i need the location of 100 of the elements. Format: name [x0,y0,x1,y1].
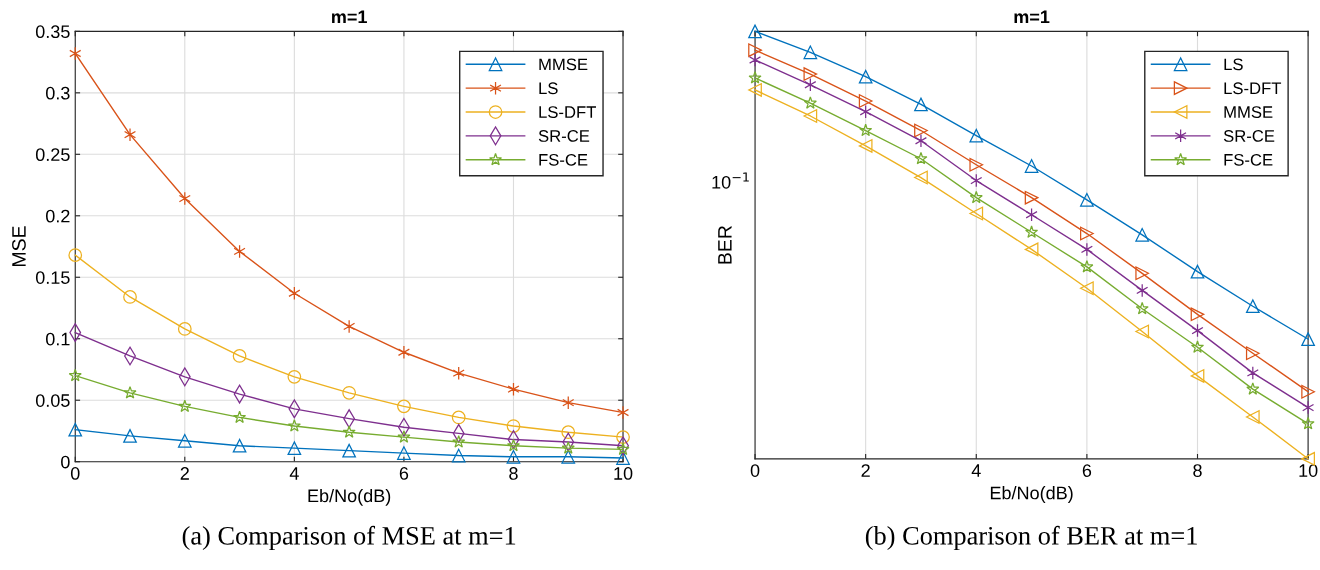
point [562,395,575,410]
point [803,67,818,81]
legend-label: FS-CE [1224,153,1273,166]
point [1024,242,1039,257]
point [1190,264,1205,279]
y-axis-title: BER [718,226,732,264]
point [232,349,247,363]
legend-label: LS-DFT [539,106,596,118]
y-tick-label: 0.05 [35,394,70,407]
point [68,422,83,437]
point [452,366,465,381]
point [748,83,762,97]
point [397,430,411,443]
text: 10$^{−1}$ [712,172,749,189]
point [803,109,818,123]
point [1135,266,1150,281]
x-tick-label: 10 [1299,464,1318,477]
point [451,448,466,463]
point [178,191,191,206]
x-tick-label: 2 [180,467,189,480]
point [748,43,762,58]
legend-label: MMSE [539,58,588,71]
point [69,46,82,61]
point [68,368,82,382]
chart-title: m=1 [332,10,367,24]
point [1135,227,1150,242]
point [287,441,302,456]
point [1080,242,1093,257]
y-tick-label: 0.2 [45,209,70,223]
point [288,286,301,301]
point [859,104,872,119]
point [859,123,873,137]
legend-label: LS [1224,58,1243,71]
point [748,71,762,84]
x-axis-title: Eb/No(dB) [990,486,1073,503]
point [233,244,246,259]
x-tick-label: 4 [289,467,299,480]
point [970,173,983,188]
point [1025,207,1038,222]
point [1245,410,1260,424]
point [858,139,873,153]
point [343,319,356,334]
point [342,425,356,438]
point [1245,299,1260,314]
point [803,96,817,109]
x-tick-label: 4 [971,464,981,477]
point [858,94,873,108]
point [1302,400,1315,415]
point [1190,369,1205,383]
y-tick-label: 0.25 [35,148,70,162]
text: (b) Comparison of BER at m=1 [865,525,1197,551]
point [123,429,137,443]
point [506,438,521,452]
text: (a) Comparison of MSE at m=1 [182,525,516,551]
point [969,190,983,204]
point [287,419,301,432]
point [969,206,984,221]
point [1135,324,1150,339]
x-tick-label: 8 [1193,464,1202,477]
point [177,433,192,448]
point [1080,281,1094,296]
point [397,345,410,360]
legend-label: SR-CE [538,130,590,142]
point [561,425,576,440]
point [342,385,357,400]
point [561,449,576,464]
point [969,128,984,143]
point [506,419,521,433]
point [397,399,411,414]
point [1190,307,1205,322]
point [1024,159,1039,173]
point [342,443,357,458]
y-tick-label: 0.1 [45,332,70,346]
x-tick-label: 6 [399,467,409,480]
point [804,77,817,92]
x-tick-label: 0 [750,464,760,477]
point [1246,382,1260,395]
x-axis-title: Eb/No(dB) [308,488,391,506]
point [914,97,928,112]
point [233,410,247,424]
point [178,399,192,413]
point [68,248,83,263]
point [397,446,411,460]
point [969,157,984,172]
point [1080,226,1094,241]
y-tick-label: 0.3 [45,86,70,100]
point [749,53,762,67]
x-tick-label: 6 [1082,464,1092,477]
point [1301,384,1315,399]
point [616,451,630,465]
y-axis-title: MSE [12,226,26,266]
y-tick-label: 0.15 [35,271,70,284]
point [1245,346,1260,361]
point [914,123,928,138]
y-tick-label: 0.35 [35,25,70,39]
point [858,69,873,84]
point [1191,323,1204,338]
point [803,45,818,60]
point [507,382,520,397]
point [1025,225,1039,238]
